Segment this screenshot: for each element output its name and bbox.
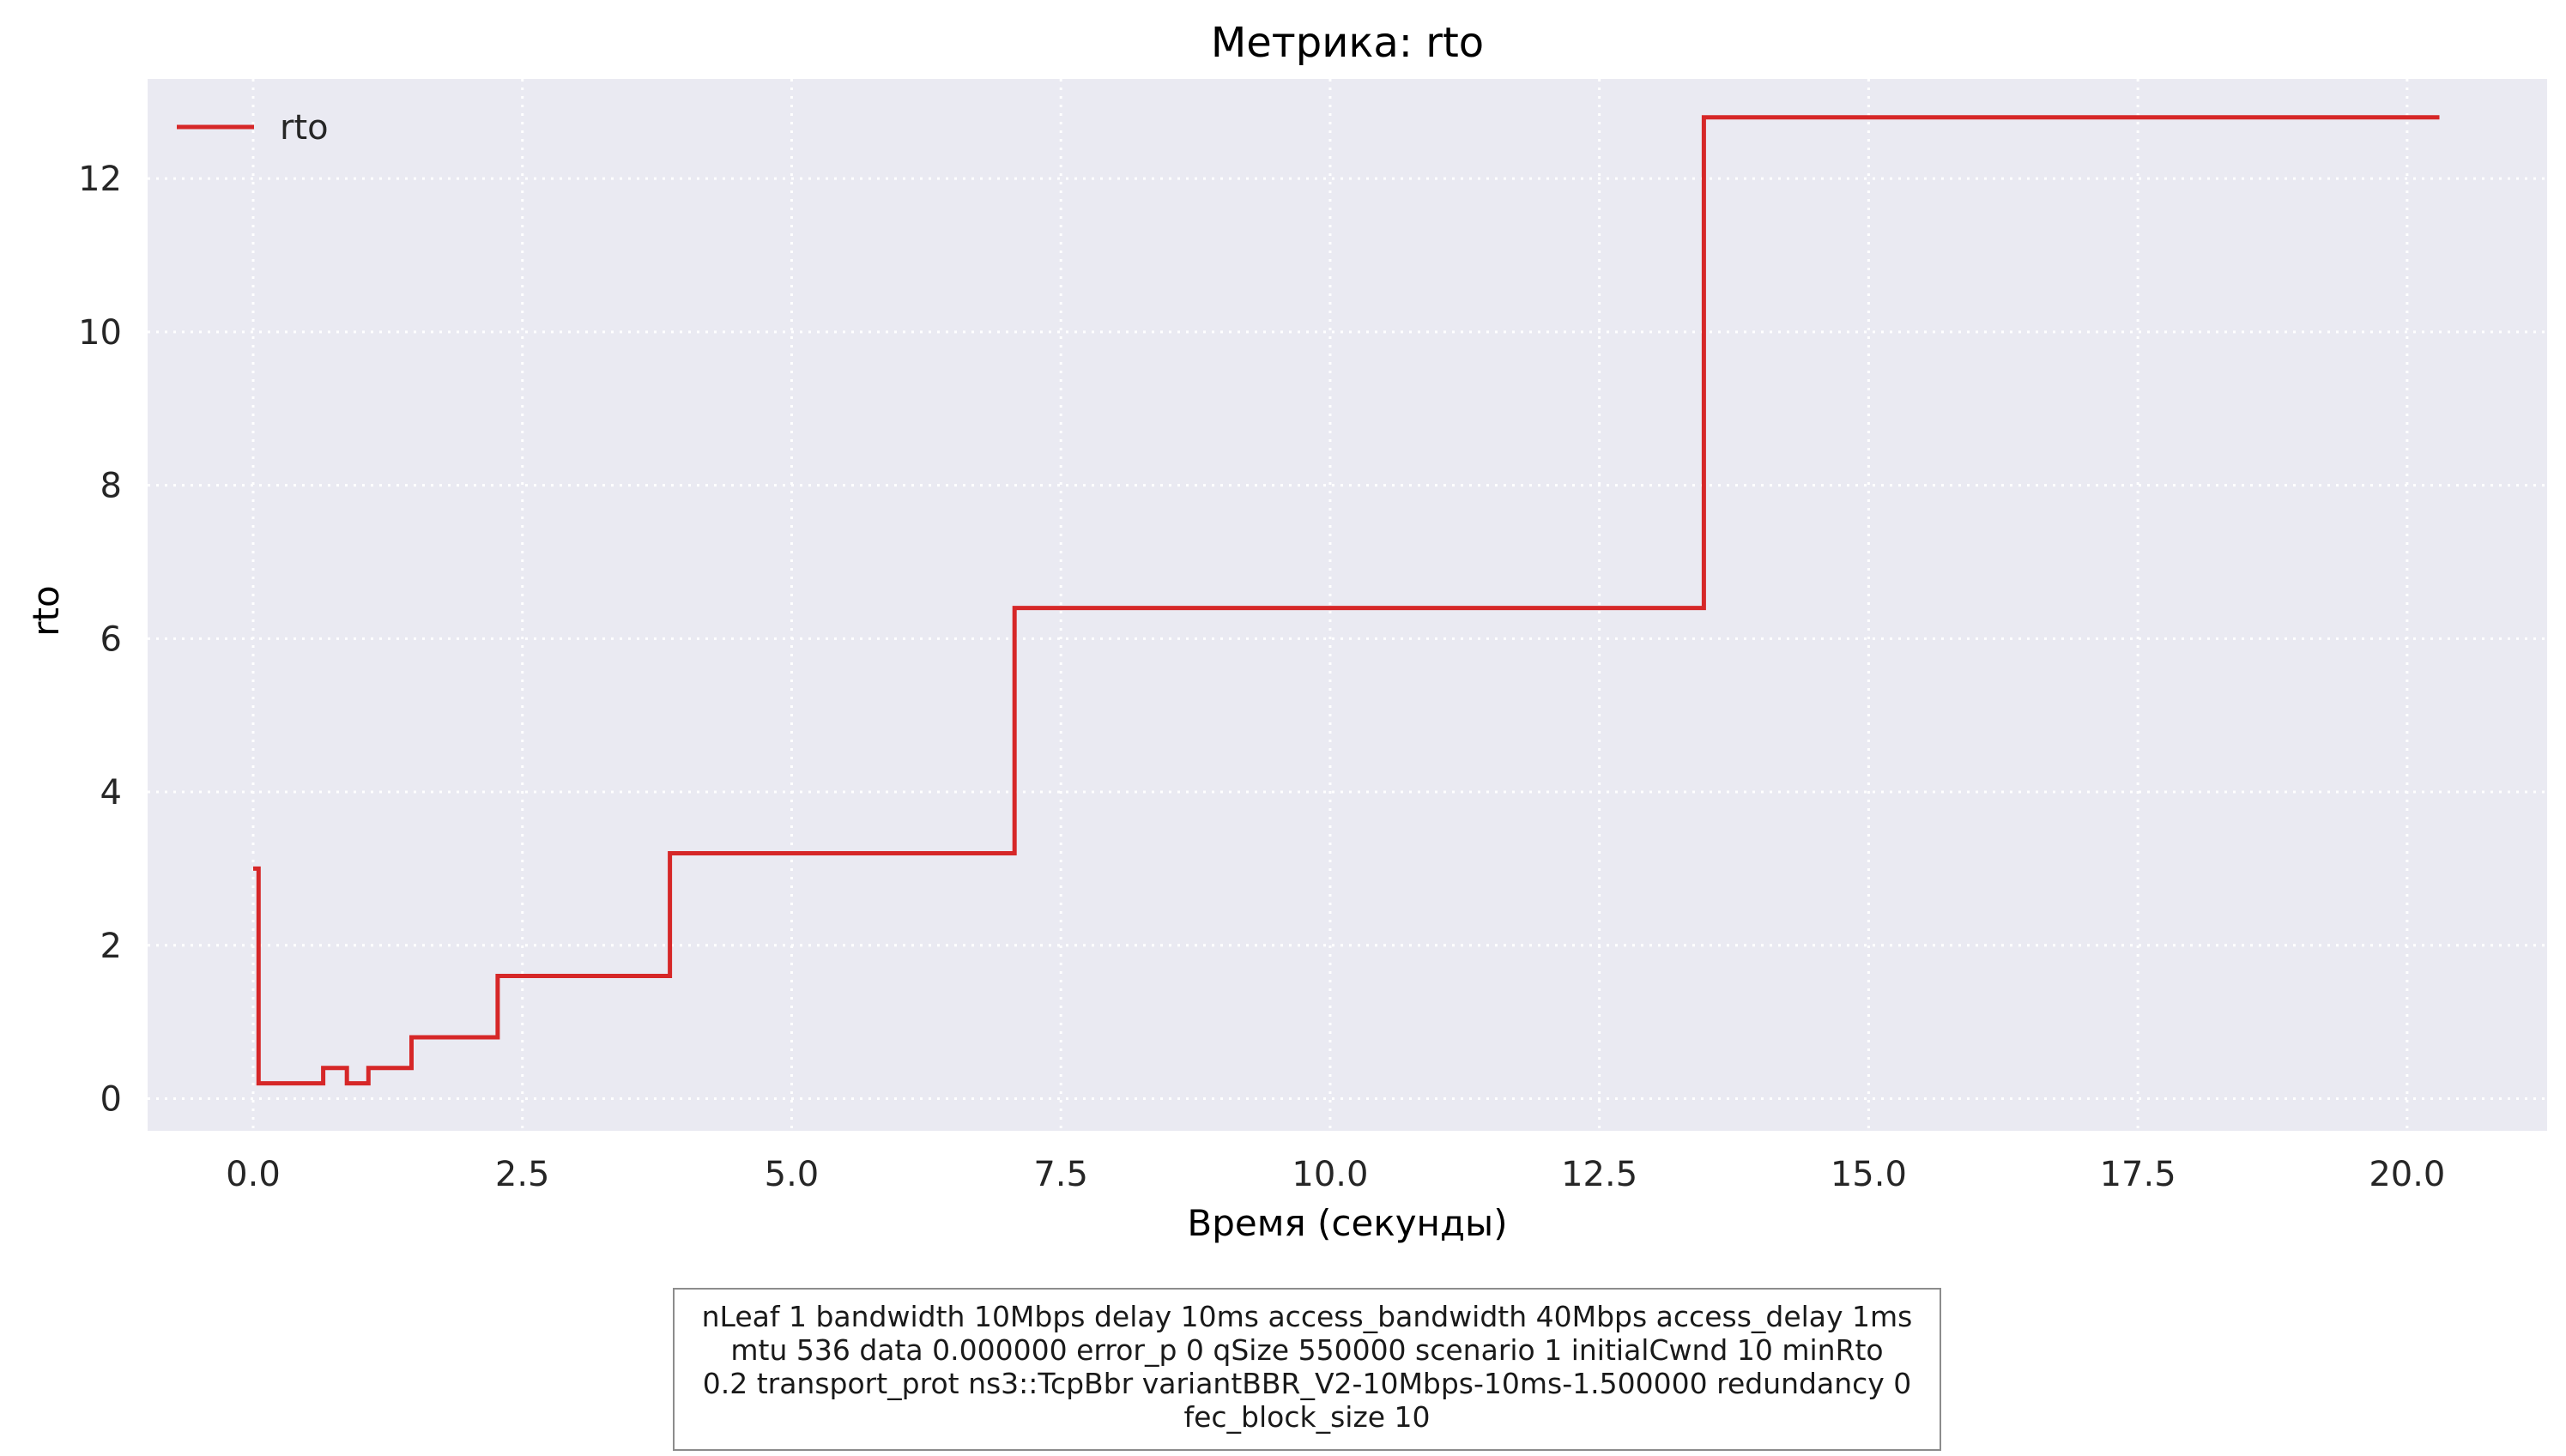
caption-line: fec_block_size 10 xyxy=(1183,1400,1431,1434)
series-line-rto xyxy=(253,115,2440,1086)
y-tick-label: 8 xyxy=(100,467,122,506)
x-tick-label: 17.5 xyxy=(2100,1155,2176,1194)
y-tick-label: 4 xyxy=(100,773,122,813)
y-ticks: 0 2 4 6 8 10 12 xyxy=(78,160,122,1119)
x-tick-label: 12.5 xyxy=(1561,1155,1637,1194)
x-tick-label: 7.5 xyxy=(1033,1155,1088,1194)
x-tick-label: 15.0 xyxy=(1831,1155,1907,1194)
x-tick-label: 2.5 xyxy=(495,1155,550,1194)
caption-line: nLeaf 1 bandwidth 10Mbps delay 10ms acce… xyxy=(701,1300,1913,1333)
y-tick-label: 6 xyxy=(100,619,122,659)
x-ticks: 0.0 2.5 5.0 7.5 10.0 12.5 15.0 17.5 20.0 xyxy=(226,1155,2445,1194)
legend-label-rto: rto xyxy=(280,108,329,148)
grid xyxy=(148,79,2547,1131)
x-tick-label: 5.0 xyxy=(765,1155,820,1194)
y-tick-label: 0 xyxy=(100,1079,122,1119)
x-axis-label: Время (секунды) xyxy=(1187,1202,1507,1244)
chart-title: Метрика: rto xyxy=(1211,19,1484,67)
series xyxy=(253,115,2440,1086)
x-tick-label: 10.0 xyxy=(1292,1155,1368,1194)
caption-line: mtu 536 data 0.000000 error_p 0 qSize 55… xyxy=(730,1333,1884,1367)
parameters-caption: nLeaf 1 bandwidth 10Mbps delay 10ms acce… xyxy=(673,1288,1941,1451)
legend: rto xyxy=(177,108,329,148)
y-tick-label: 10 xyxy=(78,313,122,353)
x-tick-label: 20.0 xyxy=(2369,1155,2445,1194)
y-axis-label: rto xyxy=(25,585,67,636)
caption-line: 0.2 transport_prot ns3::TcpBbr variantBB… xyxy=(702,1367,1912,1400)
plot-area xyxy=(148,79,2547,1131)
y-tick-label: 2 xyxy=(100,927,122,966)
y-tick-label: 12 xyxy=(78,160,122,199)
x-tick-label: 0.0 xyxy=(226,1155,281,1194)
